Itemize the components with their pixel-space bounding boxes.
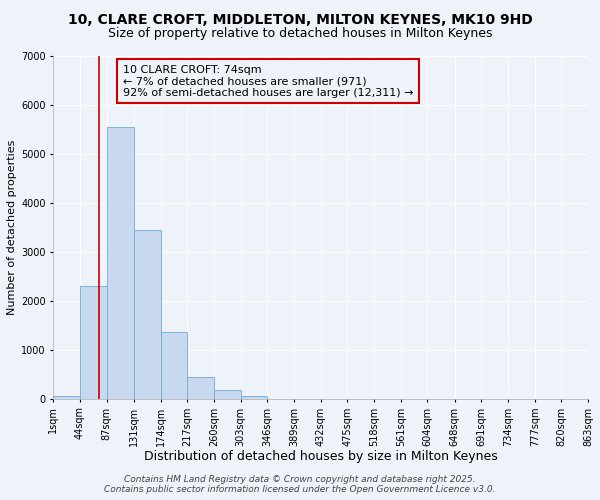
Bar xyxy=(134,230,161,399)
Text: Size of property relative to detached houses in Milton Keynes: Size of property relative to detached ho… xyxy=(108,28,492,40)
Bar xyxy=(187,376,214,399)
Bar xyxy=(241,396,268,399)
Bar xyxy=(161,332,187,399)
X-axis label: Distribution of detached houses by size in Milton Keynes: Distribution of detached houses by size … xyxy=(144,450,497,463)
Bar xyxy=(107,127,134,399)
Bar xyxy=(53,396,80,399)
Y-axis label: Number of detached properties: Number of detached properties xyxy=(7,140,17,315)
Text: Contains public sector information licensed under the Open Government Licence v3: Contains public sector information licen… xyxy=(104,485,496,494)
Text: Contains HM Land Registry data © Crown copyright and database right 2025.: Contains HM Land Registry data © Crown c… xyxy=(124,475,476,484)
Bar xyxy=(80,286,107,399)
Text: 10 CLARE CROFT: 74sqm
← 7% of detached houses are smaller (971)
92% of semi-deta: 10 CLARE CROFT: 74sqm ← 7% of detached h… xyxy=(123,64,413,98)
Bar xyxy=(214,390,241,399)
Text: 10, CLARE CROFT, MIDDLETON, MILTON KEYNES, MK10 9HD: 10, CLARE CROFT, MIDDLETON, MILTON KEYNE… xyxy=(68,12,532,26)
